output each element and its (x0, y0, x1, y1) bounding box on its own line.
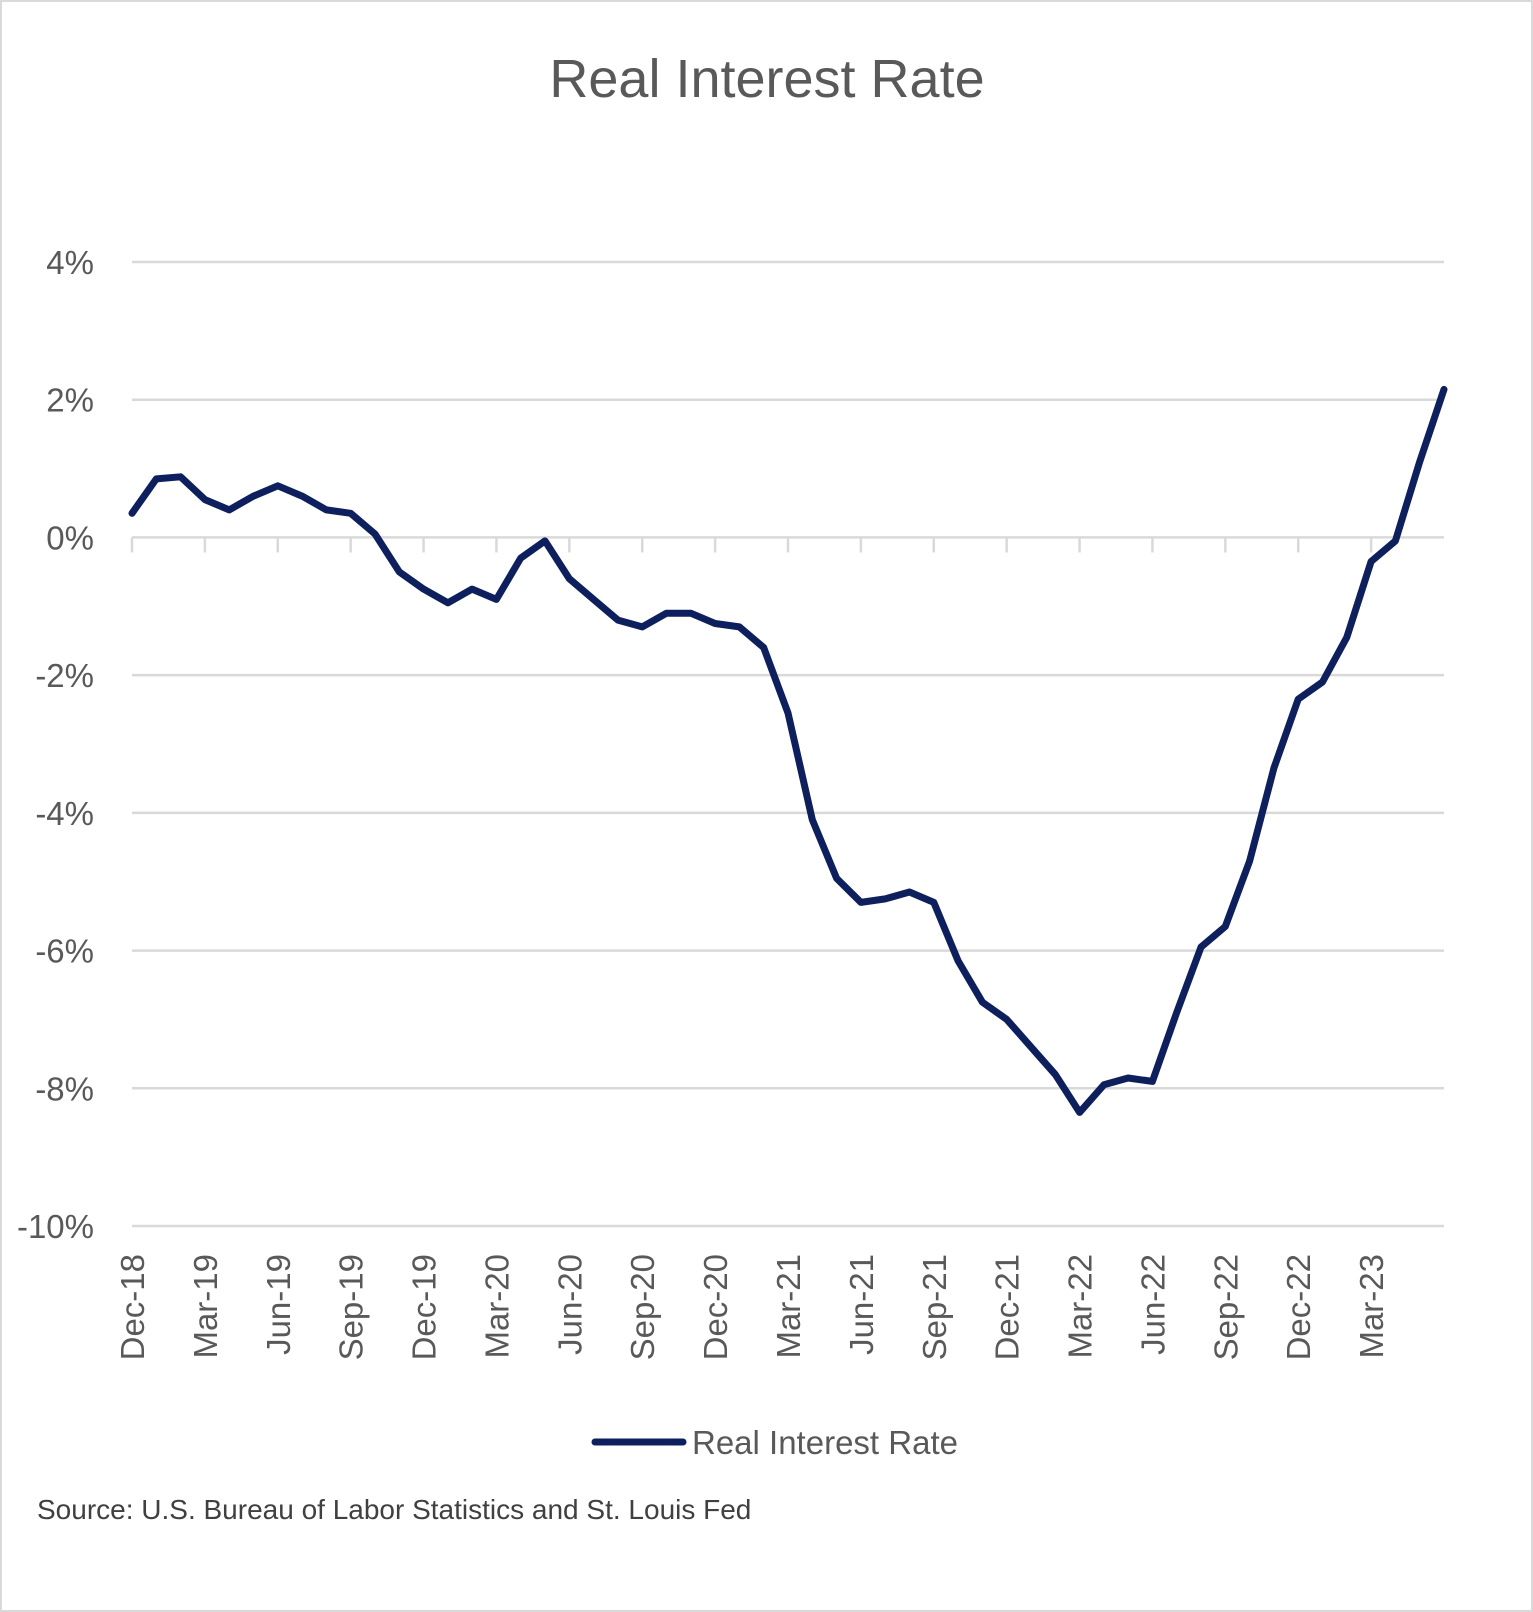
y-tick-label: 0% (46, 519, 94, 556)
y-tick-label: -4% (35, 795, 94, 832)
chart-title: Real Interest Rate (549, 49, 984, 109)
y-tick-label: 4% (46, 244, 94, 281)
x-tick-label: Mar-19 (187, 1254, 224, 1359)
x-tick-label: Dec-18 (114, 1254, 151, 1360)
x-tick-label: Dec-19 (406, 1254, 443, 1360)
series-line-real-interest-rate (128, 385, 1448, 1116)
source-note: Source: U.S. Bureau of Labor Statistics … (37, 1494, 751, 1525)
x-tick-label: Mar-21 (770, 1254, 807, 1359)
x-tick-label: Dec-20 (697, 1254, 734, 1360)
x-tick-label: Sep-20 (624, 1254, 661, 1360)
x-axis: Dec-18 Mar-19 Jun-19 Sep-19 Dec-19 Mar-20 Jun-… (114, 536, 1444, 1360)
x-tick-label: Sep-22 (1207, 1254, 1244, 1360)
x-tick-label: Mar-23 (1353, 1254, 1390, 1359)
y-axis-tick-labels: 4% 2% 0% -2% -4% -6% -8% -10% (17, 244, 94, 1245)
x-tick-label: Jun-20 (551, 1254, 588, 1355)
gridlines (132, 260, 1444, 1228)
x-tick-label: Sep-19 (333, 1254, 370, 1360)
y-tick-label: -2% (35, 657, 94, 694)
x-tick-label: Jun-22 (1134, 1254, 1171, 1355)
x-tick-label: Jun-19 (260, 1254, 297, 1355)
x-tick-label: Mar-22 (1062, 1254, 1099, 1359)
y-tick-label: -10% (17, 1208, 94, 1245)
y-tick-label: -8% (35, 1070, 94, 1107)
legend: Real Interest Rate (591, 1424, 958, 1461)
x-tick-label: Dec-21 (989, 1254, 1026, 1360)
x-tick-label: Dec-22 (1280, 1254, 1317, 1360)
x-tick-label: Jun-21 (843, 1254, 880, 1355)
x-tick-label: Sep-21 (916, 1254, 953, 1360)
y-tick-label: 2% (46, 382, 94, 419)
series-layer (128, 385, 1448, 1116)
y-tick-label: -6% (35, 933, 94, 970)
x-tick-label: Mar-20 (478, 1254, 515, 1359)
legend-label: Real Interest Rate (692, 1424, 958, 1461)
